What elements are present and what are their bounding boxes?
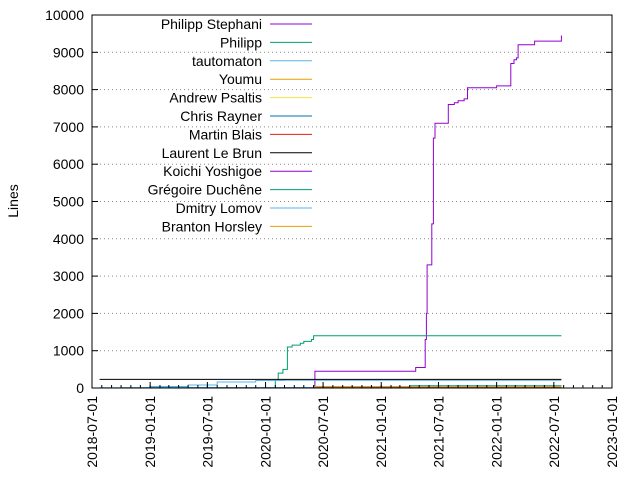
- x-tick-label: 2019-01-01: [142, 396, 158, 468]
- legend-label: Philipp Stephani: [161, 16, 262, 32]
- x-tick-label: 2020-01-01: [258, 396, 274, 468]
- x-tick-label: 2023-01-01: [604, 396, 620, 468]
- legend-label: Martin Blais: [189, 126, 262, 142]
- x-tick-label: 2021-01-01: [373, 396, 389, 468]
- y-tick-label: 1000: [53, 343, 84, 359]
- gridlines: [92, 51, 612, 352]
- legend-label: Branton Horsley: [162, 218, 262, 234]
- legend-label: Koichi Yoshigoe: [163, 163, 262, 179]
- x-axis: 2018-07-01 2019-01-01 2019-07-01 2020-01-01…: [84, 382, 620, 468]
- series-line: [311, 35, 562, 389]
- y-axis: 0 1000 2000 3000 4000 5000 6000 7000 8000 9000 100…: [45, 7, 612, 396]
- x-tick-label: 2022-01-01: [489, 396, 505, 468]
- x-tick-label: 2022-07-01: [546, 396, 562, 468]
- y-tick-label: 6000: [53, 156, 84, 172]
- y-tick-label: 3000: [53, 268, 84, 284]
- legend-label: Chris Rayner: [180, 108, 262, 124]
- series-lines: [99, 35, 562, 389]
- x-tick-label: 2018-07-01: [84, 396, 100, 468]
- legend-label: Dmitry Lomov: [176, 200, 262, 216]
- y-tick-label: 2000: [53, 305, 84, 321]
- y-tick-label: 9000: [53, 44, 84, 60]
- y-tick-label: 5000: [53, 194, 84, 210]
- y-tick-label: 4000: [53, 231, 84, 247]
- legend-label: Andrew Psaltis: [169, 90, 262, 106]
- legend-label: tautomaton: [192, 53, 262, 69]
- x-tick-label: 2020-07-01: [315, 396, 331, 468]
- y-tick-label: 0: [76, 380, 84, 396]
- legend-label: Youmu: [219, 71, 262, 87]
- y-tick-label: 10000: [45, 7, 84, 23]
- legend-label: Laurent Le Brun: [162, 145, 262, 161]
- x-tick-label: 2021-07-01: [430, 396, 446, 468]
- x-tick-label: 2019-07-01: [199, 396, 215, 468]
- y-axis-title: Lines: [5, 184, 21, 217]
- legend-label: Grégoire Duchêne: [148, 182, 263, 198]
- y-tick-label: 7000: [53, 119, 84, 135]
- legend: Philipp Stephani Philipp tautomaton Youmu An…: [148, 16, 312, 234]
- y-tick-label: 8000: [53, 82, 84, 98]
- legend-label: Philipp: [220, 34, 262, 50]
